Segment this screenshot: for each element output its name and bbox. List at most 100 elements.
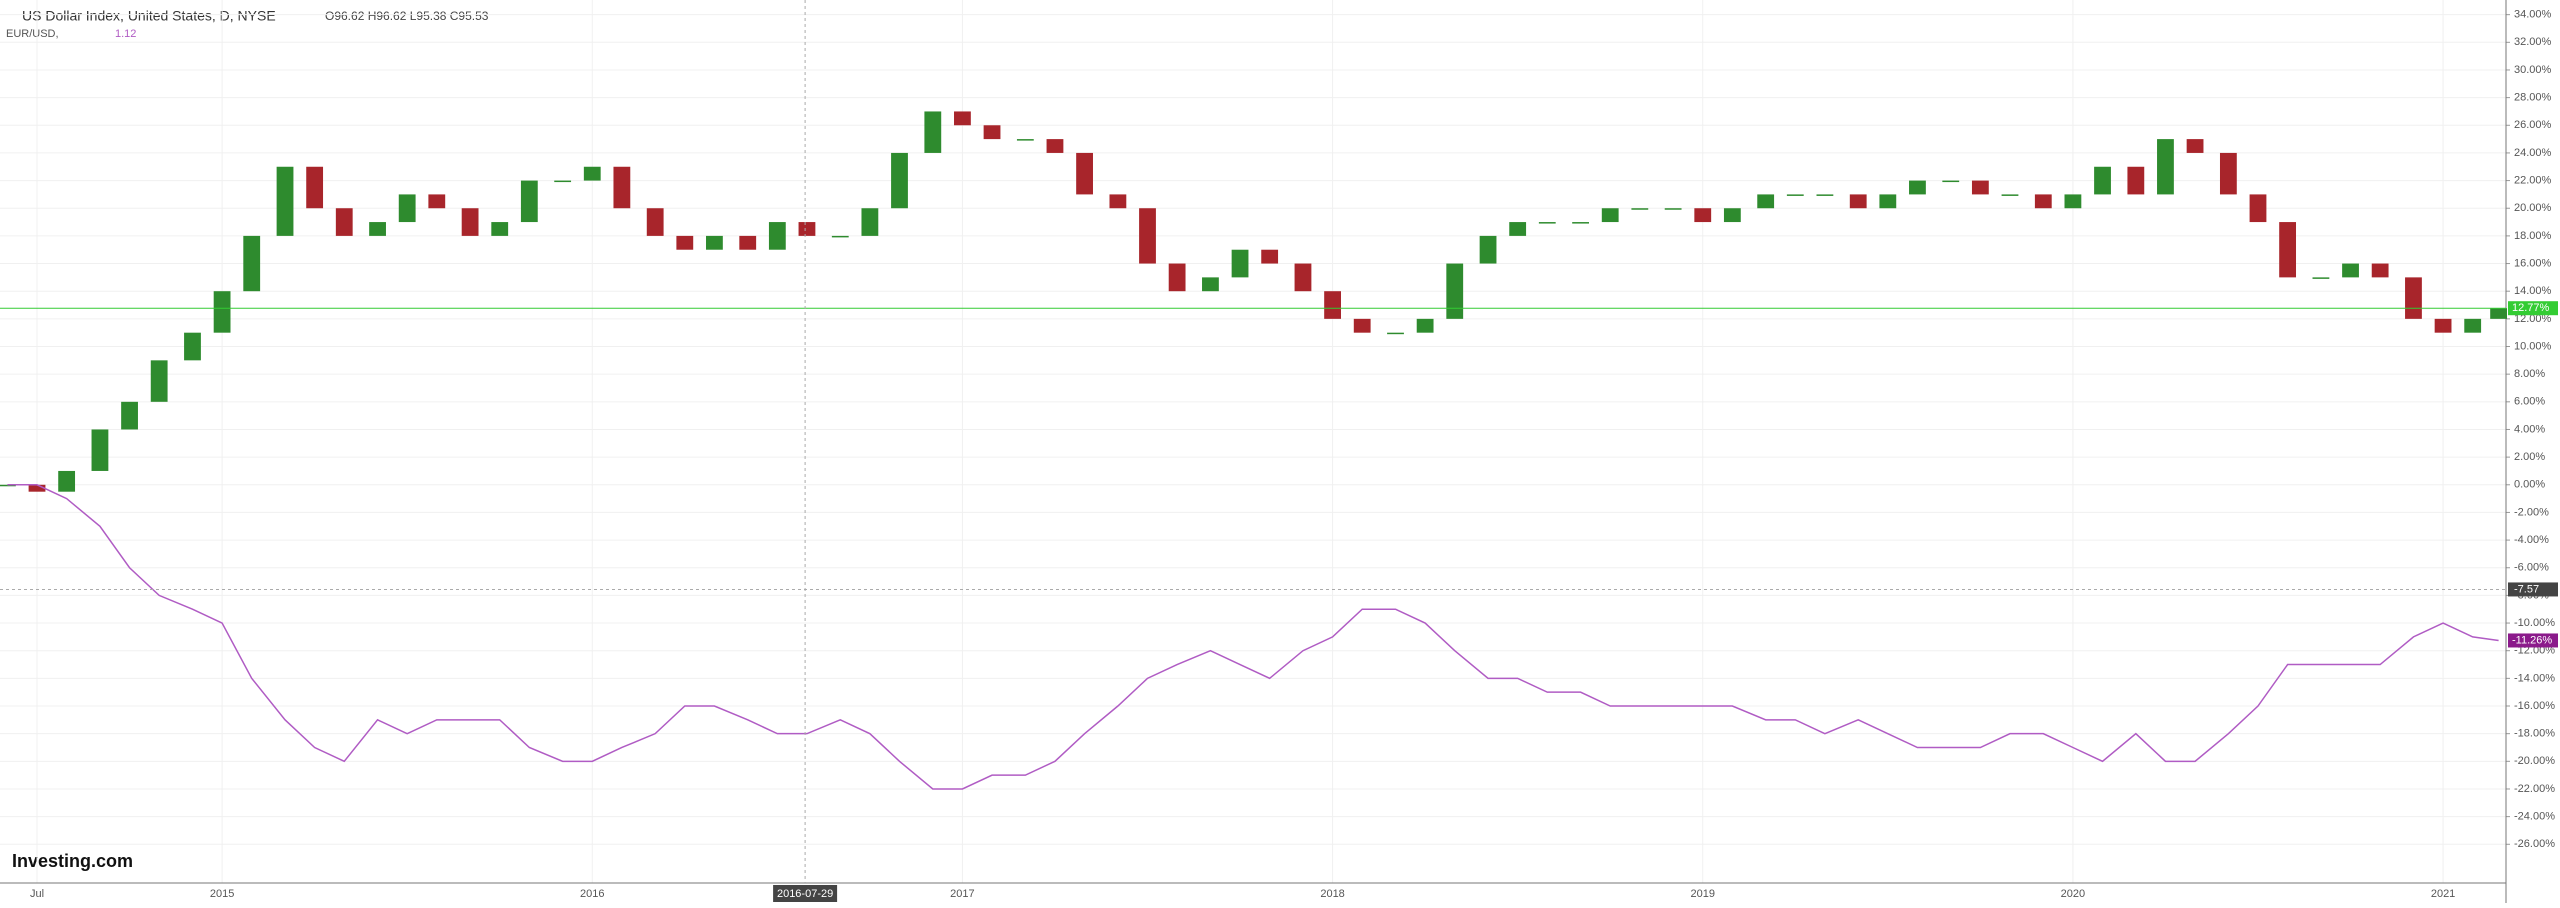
candle	[2157, 139, 2174, 195]
candle	[184, 332, 201, 361]
candle	[2342, 263, 2359, 278]
last-value-label: 12.77%	[2512, 302, 2550, 314]
candle	[1723, 208, 1741, 223]
candle	[1942, 180, 1960, 183]
candle	[646, 208, 664, 236]
y-tick-label: 32.00%	[2514, 36, 2552, 48]
candle	[428, 194, 446, 209]
candle	[1631, 208, 1649, 210]
y-tick-label: -24.00%	[2514, 811, 2555, 823]
y-tick-label: 24.00%	[2514, 147, 2552, 159]
candle	[739, 235, 757, 250]
y-tick-label: -26.00%	[2514, 838, 2555, 850]
y-tick-label: -6.00%	[2514, 562, 2549, 574]
crosshair-y-tag	[2508, 582, 2558, 597]
candle	[306, 166, 324, 209]
candle	[924, 111, 942, 153]
candle	[1786, 194, 1804, 196]
candle	[1294, 263, 1312, 292]
candle	[1816, 194, 1834, 196]
candle	[768, 222, 786, 250]
candle	[1261, 249, 1279, 264]
chart-title: US Dollar Index, United States, D, NYSE	[22, 8, 276, 24]
candle	[491, 222, 509, 236]
candle	[243, 235, 261, 292]
candle	[1446, 263, 1464, 319]
x-tick-label: 2018	[1320, 888, 1344, 900]
y-tick-label: 6.00%	[2514, 396, 2545, 408]
x-tick-label: 2020	[2061, 888, 2085, 900]
candle	[1076, 152, 1093, 195]
candle	[583, 166, 601, 181]
candle	[1139, 208, 1156, 264]
second-value: 1.12	[115, 28, 136, 40]
candle	[891, 152, 908, 209]
candle	[2279, 222, 2297, 278]
candle	[983, 125, 1001, 140]
candle	[706, 235, 723, 250]
candle	[2219, 152, 2237, 195]
candle	[2490, 308, 2508, 319]
x-tick-label: 2021	[2431, 888, 2455, 900]
y-tick-label: 2.00%	[2514, 451, 2545, 463]
last-value-tag	[2508, 301, 2558, 316]
candle	[2186, 139, 2204, 153]
candle	[1479, 235, 1497, 264]
candle	[861, 208, 879, 236]
y-tick-label: -10.00%	[2514, 617, 2555, 629]
candle	[1416, 318, 1434, 333]
candle	[1601, 208, 1619, 223]
y-tick-label: 34.00%	[2514, 9, 2552, 21]
candle	[831, 235, 849, 238]
candle	[121, 401, 138, 430]
y-tick-label: -14.00%	[2514, 672, 2555, 684]
y-tick-label: 10.00%	[2514, 340, 2552, 352]
y-tick-label: 22.00%	[2514, 174, 2552, 186]
y-tick-label: 8.00%	[2514, 368, 2545, 380]
y-tick-label: -2.00%	[2514, 506, 2549, 518]
candle	[1509, 222, 1527, 236]
candle	[398, 194, 416, 223]
candle	[954, 111, 971, 126]
candle	[1694, 208, 1712, 223]
y-tick-label: 16.00%	[2514, 257, 2552, 269]
candle	[1879, 194, 1897, 209]
candle	[369, 222, 386, 236]
candle	[2312, 277, 2330, 279]
y-tick-label: -16.00%	[2514, 700, 2555, 712]
candle	[2001, 194, 2019, 196]
last-value-tag	[2508, 633, 2558, 648]
candle	[613, 166, 631, 209]
y-tick-label: -20.00%	[2514, 755, 2555, 767]
candle	[1757, 194, 1775, 209]
line	[7, 484, 2499, 790]
ohlc: O96.62 H96.62 L95.38 C95.53	[325, 9, 489, 23]
y-tick-label: -22.00%	[2514, 783, 2555, 795]
candle	[1971, 180, 1989, 195]
x-tick-label: 2017	[950, 888, 974, 900]
y-tick-label: 28.00%	[2514, 92, 2552, 104]
candle	[276, 166, 294, 236]
candle	[2434, 318, 2452, 333]
crosshair-x-label: 2016-07-29	[777, 888, 833, 900]
x-tick-label: 2019	[1691, 888, 1715, 900]
candle	[1324, 291, 1341, 319]
candle	[213, 291, 231, 333]
y-tick-label: -18.00%	[2514, 728, 2555, 740]
candle	[2405, 277, 2422, 319]
candle	[1849, 194, 1867, 209]
candle	[676, 235, 694, 250]
candle	[28, 484, 46, 492]
candle	[2127, 166, 2145, 195]
y-tick-label: 20.00%	[2514, 202, 2552, 214]
candle	[2064, 194, 2082, 209]
candle	[1387, 332, 1404, 335]
y-tick-label: 30.00%	[2514, 64, 2552, 76]
candle	[461, 208, 479, 236]
candle	[335, 208, 353, 236]
y-tick-label: 4.00%	[2514, 423, 2545, 435]
x-tick-label: Jul	[30, 888, 44, 900]
x-tick-label: 2016	[580, 888, 604, 900]
